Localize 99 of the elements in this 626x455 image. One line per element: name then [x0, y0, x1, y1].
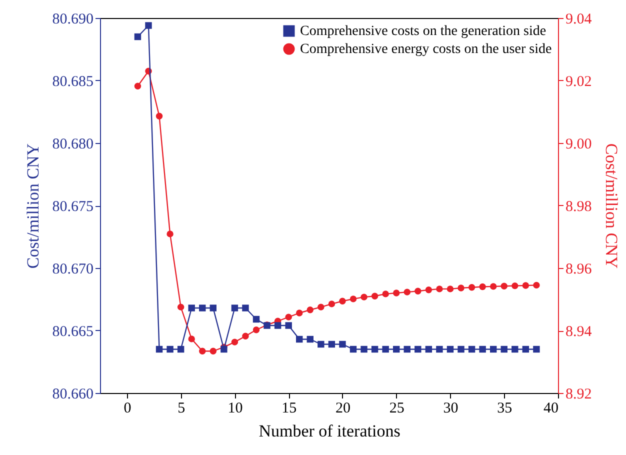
point	[436, 346, 443, 353]
point	[285, 322, 292, 329]
point	[166, 346, 174, 353]
point	[360, 294, 368, 300]
point	[242, 304, 249, 312]
y2-tick-label: 8.92	[566, 386, 592, 402]
point	[199, 348, 206, 354]
x-tick-label: 35	[497, 400, 512, 416]
point	[166, 230, 174, 238]
point	[199, 304, 206, 312]
y2-axis-title: Cost/million CNY	[602, 143, 621, 269]
point	[446, 346, 454, 353]
point	[134, 82, 142, 90]
point	[134, 33, 142, 40]
x-tick-label: 40	[544, 400, 558, 416]
point	[533, 346, 540, 353]
point	[414, 288, 422, 294]
point	[210, 348, 217, 354]
y2-tick-label: 9.02	[566, 74, 592, 90]
point	[231, 304, 238, 312]
point	[350, 296, 357, 302]
point	[296, 310, 303, 316]
point	[339, 298, 346, 304]
point	[446, 286, 454, 292]
x-tick-label: 0	[124, 400, 132, 416]
point	[512, 282, 518, 290]
y-tick-label: 80.675	[52, 199, 94, 215]
point	[479, 283, 486, 290]
point	[490, 283, 497, 290]
point	[382, 346, 389, 353]
y-tick-label: 80.680	[52, 136, 94, 152]
point	[512, 346, 518, 353]
y-tick-label: 80.685	[52, 74, 94, 90]
point	[468, 346, 476, 353]
legend-label: Comprehensive energy costs on the user side	[300, 42, 552, 57]
point	[382, 290, 389, 298]
point	[231, 338, 238, 346]
point	[490, 346, 497, 353]
y-tick-label: 80.665	[52, 324, 94, 340]
point	[220, 346, 228, 353]
x-tick-label: 15	[282, 400, 297, 416]
y2-tick-label: 9.04	[566, 12, 592, 28]
y-axis-title: Cost/million CNY	[23, 143, 42, 269]
y2-tick-label: 8.94	[566, 324, 592, 340]
point	[156, 112, 163, 120]
point	[306, 306, 314, 314]
point	[533, 282, 540, 289]
point	[371, 346, 378, 353]
point	[188, 304, 195, 312]
point	[188, 336, 195, 342]
point	[177, 346, 184, 353]
x-tick-label: 10	[228, 400, 243, 416]
point	[318, 340, 324, 348]
point	[285, 314, 292, 320]
point	[360, 346, 368, 353]
y2-tick-label: 8.96	[566, 262, 592, 278]
point	[500, 282, 508, 290]
point	[274, 322, 282, 329]
y-tick-label: 80.690	[52, 12, 94, 28]
point	[414, 346, 422, 353]
point	[318, 304, 324, 310]
point	[242, 332, 249, 340]
point	[436, 286, 443, 292]
point	[296, 336, 303, 343]
point	[252, 316, 260, 323]
point	[393, 290, 400, 296]
point	[522, 282, 530, 289]
x-tick-label: 30	[443, 400, 458, 416]
point	[404, 346, 410, 353]
x-tick-label: 25	[389, 400, 404, 416]
point	[306, 336, 314, 343]
point	[522, 346, 530, 353]
legend-label: Comprehensive costs on the generation side	[300, 24, 546, 39]
point	[328, 300, 336, 308]
point	[371, 292, 378, 300]
y2-tick-label: 9.00	[566, 136, 592, 152]
point	[350, 346, 357, 353]
point	[468, 284, 476, 291]
point	[177, 304, 184, 310]
point	[210, 304, 217, 312]
point	[145, 22, 152, 29]
point	[500, 346, 508, 353]
point	[339, 340, 346, 348]
x-tick-label: 20	[335, 400, 350, 416]
point	[425, 346, 432, 353]
point	[404, 288, 410, 296]
x-axis-title: Number of iterations	[258, 422, 400, 440]
point	[479, 346, 486, 353]
y-tick-label: 80.660	[52, 386, 94, 402]
point	[425, 286, 432, 294]
point	[156, 346, 163, 353]
point	[328, 340, 336, 348]
y-tick-label: 80.670	[52, 262, 94, 278]
point	[458, 284, 464, 292]
y2-tick-label: 8.98	[566, 199, 592, 215]
x-tick-label: 5	[178, 400, 186, 416]
point	[252, 326, 260, 334]
point	[393, 346, 400, 353]
point	[458, 346, 464, 353]
